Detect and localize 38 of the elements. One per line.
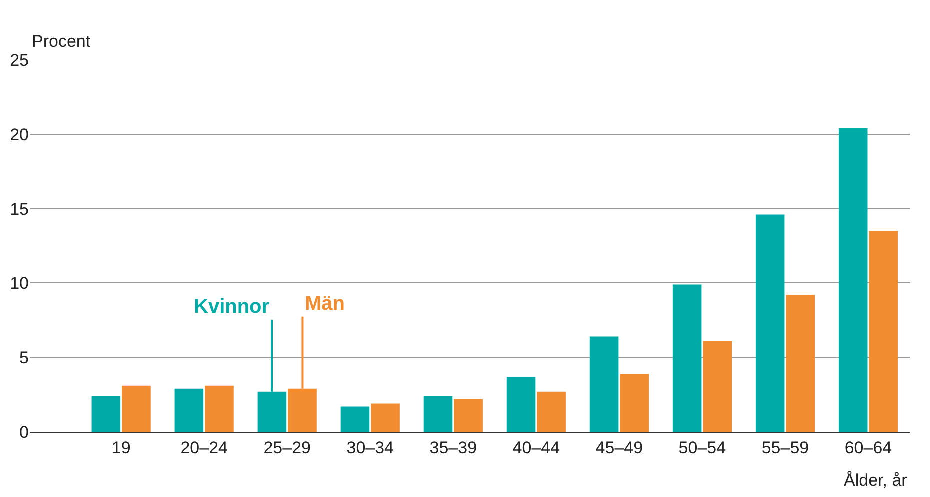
y-tick-label: 5 <box>20 348 29 368</box>
y-tick-label: 25 <box>10 50 29 70</box>
bar <box>205 386 234 432</box>
bar <box>672 284 702 432</box>
x-tick-label: 35–39 <box>430 438 478 458</box>
y-tick-label: 0 <box>20 422 29 442</box>
x-tick-label: 20–24 <box>180 438 228 458</box>
bar <box>122 386 151 432</box>
y-tick-label: 10 <box>10 274 29 294</box>
bar <box>340 406 370 432</box>
bar <box>590 336 619 432</box>
x-tick-label: 45–49 <box>596 438 644 458</box>
bar <box>371 404 400 432</box>
bar <box>454 399 483 432</box>
bar <box>537 392 566 432</box>
y-axis-title: Procent <box>32 32 91 51</box>
bar <box>756 214 785 432</box>
x-tick-label: 55–59 <box>762 438 810 458</box>
bar <box>506 376 536 432</box>
bar <box>174 388 204 432</box>
x-tick-label: 50–54 <box>678 438 726 458</box>
text: Kvinnor <box>194 296 270 318</box>
bar <box>620 374 649 432</box>
x-tick-label: 40–44 <box>512 438 560 458</box>
bar <box>92 396 121 432</box>
bar <box>869 231 898 432</box>
bar <box>424 396 453 432</box>
y-tick-label: 15 <box>10 200 29 219</box>
bar <box>838 128 868 432</box>
x-axis-title: Ålder, år <box>844 471 908 490</box>
x-tick-label: 60–64 <box>844 438 892 458</box>
bar <box>703 341 732 432</box>
bar <box>786 295 816 432</box>
x-tick-label: 19 <box>112 438 131 458</box>
x-tick-label: 25–29 <box>264 438 311 458</box>
x-tick-label: 30–34 <box>346 438 394 458</box>
y-tick-label: 20 <box>10 125 29 144</box>
text: Män <box>305 293 345 315</box>
